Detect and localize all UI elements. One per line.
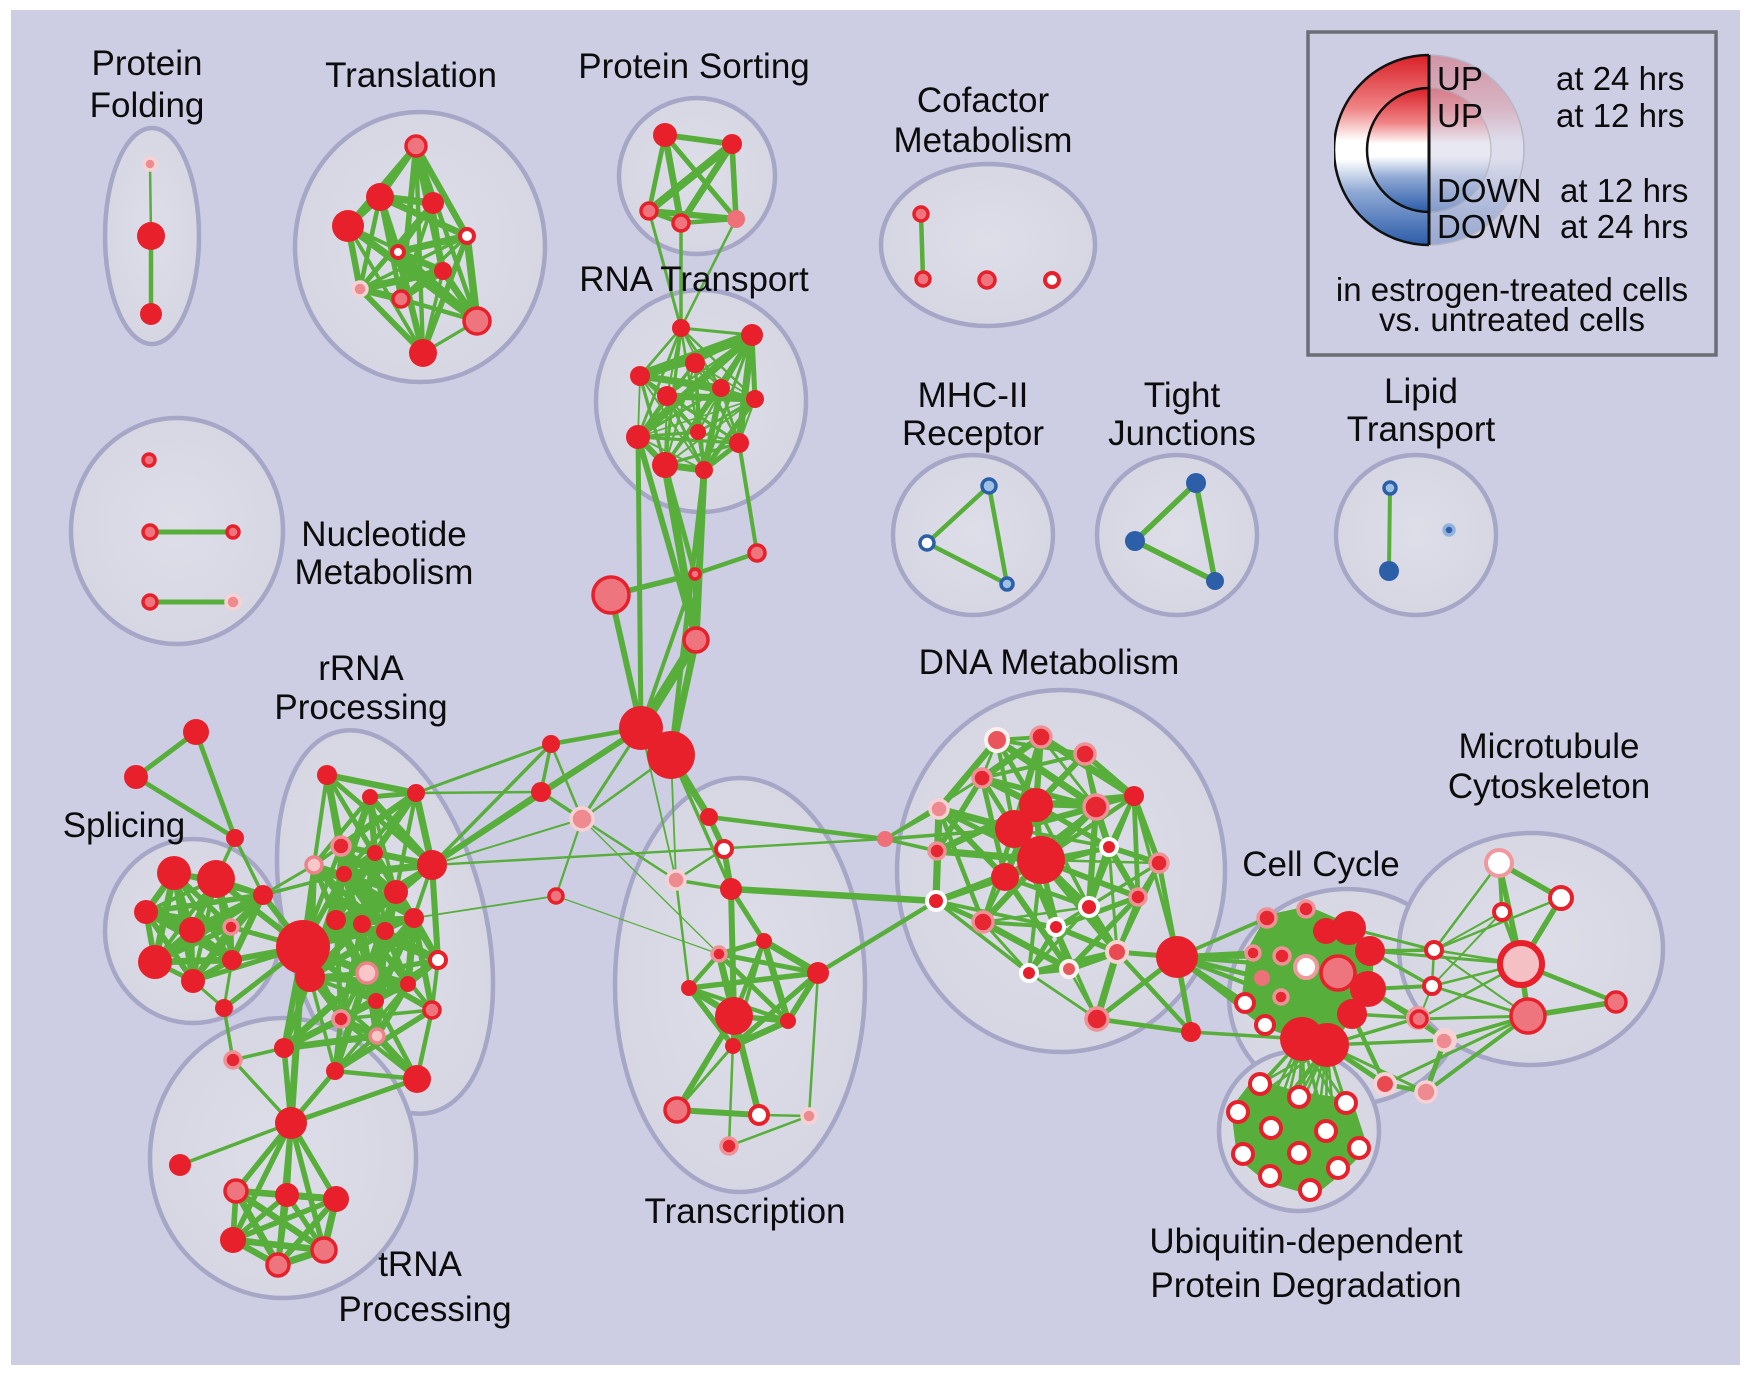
svg-text:Receptor: Receptor bbox=[902, 414, 1044, 453]
svg-text:DOWN: DOWN bbox=[1437, 208, 1541, 245]
svg-text:at 12 hrs: at 12 hrs bbox=[1560, 172, 1688, 209]
svg-text:Junctions: Junctions bbox=[1108, 414, 1256, 453]
svg-text:Ubiquitin-dependent: Ubiquitin-dependent bbox=[1149, 1222, 1463, 1261]
svg-text:at 12 hrs: at 12 hrs bbox=[1556, 97, 1684, 134]
svg-text:Metabolism: Metabolism bbox=[894, 121, 1073, 160]
svg-text:Protein Sorting: Protein Sorting bbox=[578, 47, 810, 86]
svg-text:Transcription: Transcription bbox=[645, 1192, 846, 1231]
svg-text:Folding: Folding bbox=[90, 86, 205, 125]
svg-text:Cytoskeleton: Cytoskeleton bbox=[1448, 767, 1650, 806]
svg-text:Splicing: Splicing bbox=[63, 806, 186, 845]
svg-text:Nucleotide: Nucleotide bbox=[301, 515, 466, 554]
svg-text:vs. untreated cells: vs. untreated cells bbox=[1379, 301, 1645, 338]
svg-text:in estrogen-treated cells: in estrogen-treated cells bbox=[1336, 271, 1688, 308]
svg-text:DNA Metabolism: DNA Metabolism bbox=[919, 643, 1180, 682]
svg-text:Metabolism: Metabolism bbox=[295, 553, 474, 592]
svg-text:RNA Transport: RNA Transport bbox=[579, 260, 809, 299]
svg-text:UP: UP bbox=[1437, 60, 1483, 97]
svg-text:Protein: Protein bbox=[92, 44, 203, 83]
svg-text:DOWN: DOWN bbox=[1437, 172, 1541, 209]
svg-text:MHC-II: MHC-II bbox=[918, 376, 1029, 415]
svg-text:Microtubule: Microtubule bbox=[1459, 727, 1640, 766]
svg-text:Protein Degradation: Protein Degradation bbox=[1150, 1266, 1461, 1305]
svg-text:Cofactor: Cofactor bbox=[917, 81, 1050, 120]
svg-text:rRNA: rRNA bbox=[318, 649, 404, 688]
svg-text:Translation: Translation bbox=[325, 56, 497, 95]
svg-text:UP: UP bbox=[1437, 97, 1483, 134]
svg-text:Processing: Processing bbox=[274, 688, 447, 727]
svg-text:tRNA: tRNA bbox=[378, 1245, 462, 1284]
svg-text:Cell Cycle: Cell Cycle bbox=[1242, 845, 1400, 884]
svg-text:at 24 hrs: at 24 hrs bbox=[1560, 208, 1688, 245]
svg-text:Processing: Processing bbox=[338, 1290, 511, 1329]
svg-text:at 24 hrs: at 24 hrs bbox=[1556, 60, 1684, 97]
svg-text:Transport: Transport bbox=[1347, 410, 1496, 449]
svg-text:Lipid: Lipid bbox=[1384, 372, 1458, 411]
svg-text:Tight: Tight bbox=[1144, 376, 1221, 415]
